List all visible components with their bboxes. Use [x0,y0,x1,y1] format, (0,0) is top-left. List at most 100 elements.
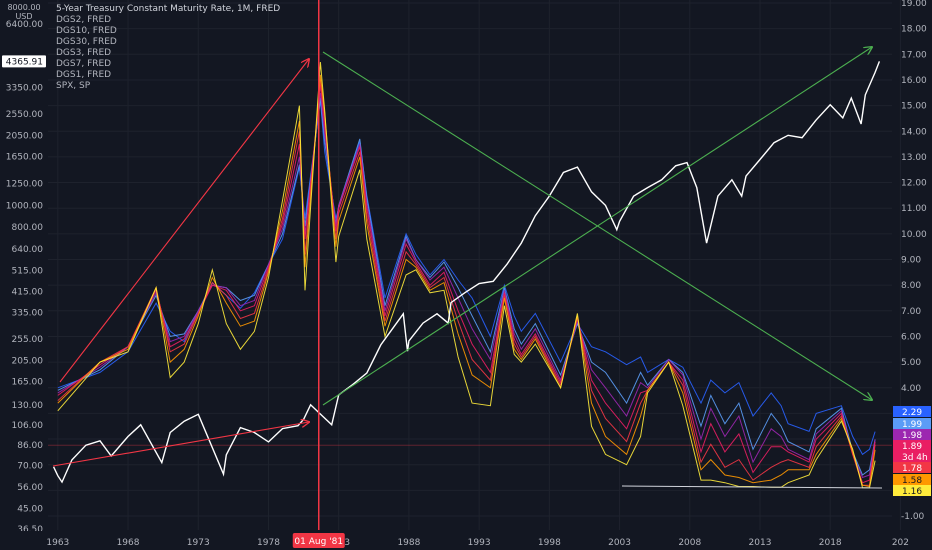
price-badge [893,429,931,440]
legend-item-dgs7[interactable]: DGS7, FRED [56,59,112,69]
left-axis-tick: 2550.00 [6,110,43,120]
price-badge-label: 2.29 [902,408,922,418]
price-badge-label: 1.89 [902,442,922,452]
right-axis-tick: 5.00 [901,358,921,368]
right-price-axis[interactable]: 19.00 18.00 17.00 16.00 15.00 14.00 13.00 12.00… [893,0,931,522]
price-badge [893,485,931,496]
left-axis-tick: 1000.00 [6,201,43,211]
price-badge-label: 1.78 [902,464,922,474]
legend-item-spx[interactable]: SPX, SP [56,81,91,91]
right-axis-tick: 17.00 [901,50,927,60]
left-axis-tick: 640.00 [12,245,44,255]
time-axis[interactable]: 1963196819731978198319881993199820032008… [0,531,932,550]
right-axis-tick: 7.00 [901,307,921,317]
left-axis-currency: USD [15,12,33,21]
right-axis-tick: 12.00 [901,179,927,189]
price-badge-label: 1.98 [902,431,922,441]
time-axis-tick: 2008 [678,538,701,548]
left-axis-tick: 335.00 [12,308,44,318]
left-axis-unit: 8000.00 USD [4,3,44,21]
right-axis-tick: 19.00 [901,0,927,9]
trend-annotations [52,0,883,530]
time-axis-tick: 202 [892,538,909,548]
price-badge [893,474,931,485]
price-badge [893,462,931,473]
left-axis-tick: 165.00 [12,378,44,388]
time-axis-tick: 1993 [468,538,491,548]
crosshair-date-label: 01 Aug '81 [294,537,343,547]
left-axis-tick: 255.00 [12,335,44,345]
right-axis-tick: 13.00 [901,153,927,163]
right-axis-tick: 9.00 [901,256,921,266]
time-axis-tick: 1978 [257,538,280,548]
left-axis-tick: 6400.00 [6,20,43,30]
right-axis-tick: 8.00 [901,281,921,291]
right-axis-tick: 4.00 [901,384,921,394]
time-axis-tick: 2013 [749,538,772,548]
right-axis-tick: 6.00 [901,332,921,342]
time-axis-tick: 1998 [538,538,561,548]
left-axis-tick: 45.00 [17,505,43,515]
time-axis-background [0,531,932,550]
chart-title[interactable]: 5-Year Treasury Constant Maturity Rate, … [56,4,281,14]
left-axis-tick: 415.00 [12,287,44,297]
right-axis-tick: 10.00 [901,230,927,240]
price-badge [893,451,931,462]
left-axis-tick: 86.00 [17,441,43,451]
left-axis-tick: 205.00 [12,356,44,366]
left-axis-tick: 56.00 [17,483,43,493]
time-axis-tick: 1968 [117,538,140,548]
yield-series-line [57,74,876,488]
left-axis-tick: 800.00 [12,223,44,233]
red-trend-arrow-up [59,59,309,383]
right-axis-tick: 16.00 [901,76,927,86]
price-badge-label: 1.99 [902,420,922,430]
yield-series-line [57,79,876,486]
spx-line [52,61,881,484]
right-axis-tick: 18.00 [901,25,927,35]
green-trend-arrow-up [322,47,872,406]
left-axis-tick: 106.00 [12,421,44,431]
left-axis-tick: 130.00 [12,401,44,411]
legend-item-dgs2[interactable]: DGS2, FRED [56,15,112,25]
left-axis-tick: 2050.00 [6,131,43,141]
right-axis-tick: 11.00 [901,204,927,214]
red-trend-arrow-low [52,422,309,467]
time-axis-tick: 1963 [46,538,69,548]
left-axis-tick: 3350.00 [6,83,43,93]
legend-item-dgs10[interactable]: DGS10, FRED [56,26,117,36]
right-axis-tick: 15.00 [901,102,927,112]
time-axis-tick: 2018 [819,538,842,548]
chart-legend: 5-Year Treasury Constant Maturity Rate, … [56,4,280,92]
price-badge [893,440,931,451]
left-axis-tick: 1250.00 [6,180,43,190]
left-axis-tick: 36.50 [17,525,43,535]
left-axis-tick: 70.00 [17,461,43,471]
yield-series-line [57,100,876,456]
left-axis-tick: 1650.00 [6,152,43,162]
yield-series-line [57,92,876,479]
left-axis-tick: 515.00 [12,266,44,276]
time-axis-tick: 1973 [187,538,210,548]
crosshair-date-badge [292,533,345,548]
price-badge-label: 1.16 [902,487,922,497]
time-axis-tick: 2003 [608,538,631,548]
legend-item-dgs3[interactable]: DGS3, FRED [56,48,112,58]
current-price-badge [2,55,46,68]
current-price-label: 4365.91 [6,57,43,67]
time-axis-tick: 1988 [397,538,420,548]
right-axis-tick: -1.00 [901,512,925,522]
price-badge [893,406,931,417]
legend-item-dgs1[interactable]: DGS1, FRED [56,70,112,80]
yield-series-line [57,85,876,484]
legend-item-dgs30[interactable]: DGS30, FRED [56,37,117,47]
right-axis-tick: 14.00 [901,127,927,137]
left-price-axis[interactable]: 6400.00 3350.00 2550.00 2050.00 1650.00 1250.… [2,20,46,535]
price-badge-label: 1.58 [902,476,922,486]
price-badge-label: 3d 4h [902,453,928,463]
spx-series-line [52,61,881,484]
yield-series-line [57,97,876,476]
left-axis-top-label: 8000.00 [7,3,41,12]
